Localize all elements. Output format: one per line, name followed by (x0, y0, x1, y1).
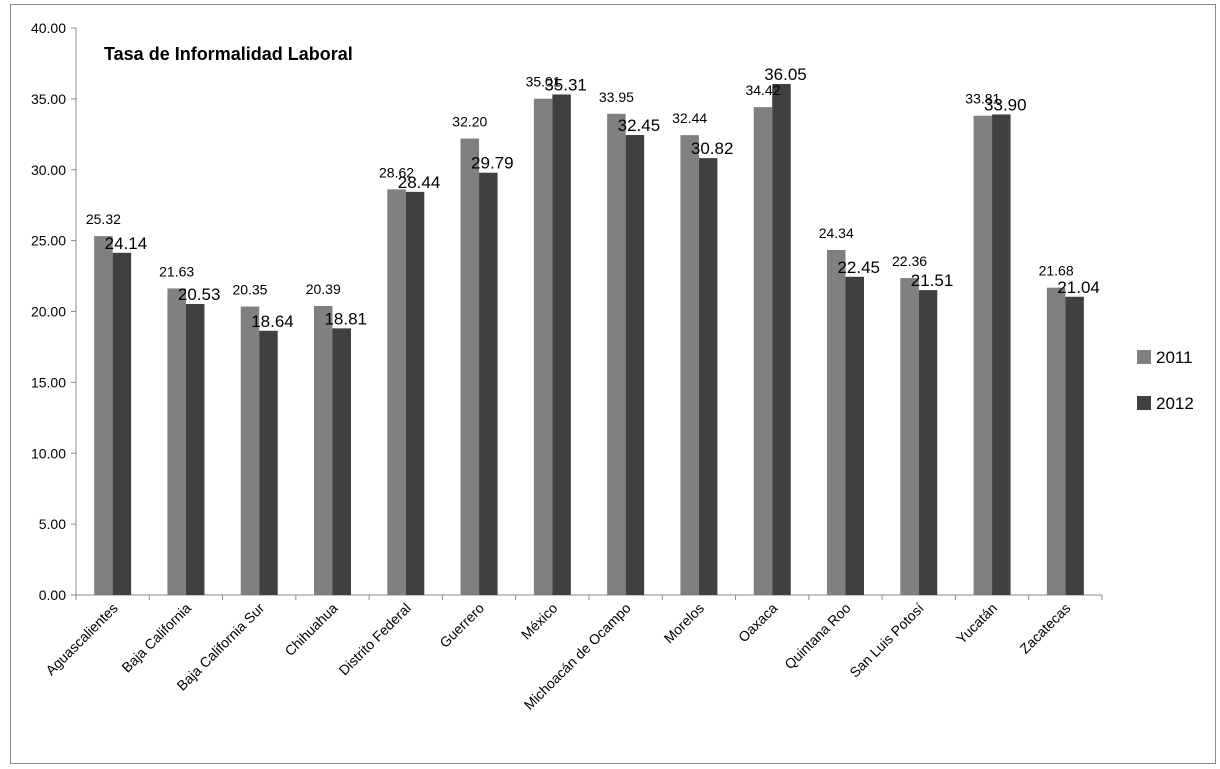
x-tick-label: Guerrero (436, 600, 487, 651)
data-label-2012: 20.53 (178, 285, 221, 304)
legend: 2011 2012 (1137, 348, 1194, 413)
legend-swatch-2012 (1137, 396, 1151, 410)
x-tick-label: Morelos (661, 600, 708, 647)
data-label-2011: 20.39 (306, 281, 341, 297)
data-label-2011: 33.95 (599, 89, 634, 105)
data-labels: 25.32 24.14 21.63 20.53 20.35 18.64 20.39 18.81… (86, 65, 1100, 331)
y-tick-label: 40.00 (31, 20, 66, 36)
x-tick-label: Baja California (118, 600, 194, 676)
x-tick-label: Chihuahua (281, 600, 340, 659)
y-tick-label: 30.00 (31, 162, 66, 178)
data-label-2012: 36.05 (764, 65, 807, 84)
x-tick-label: San Luis Potosí (846, 600, 927, 681)
bar-2012 (699, 158, 718, 595)
x-tick-label: Distrito Federal (335, 600, 413, 678)
bar-2012 (1065, 297, 1084, 595)
bar-2011 (534, 99, 553, 595)
bar-2012 (772, 84, 791, 595)
y-tick-label: 0.00 (39, 587, 66, 603)
bar-2012 (552, 94, 571, 595)
data-label-2011: 22.36 (892, 253, 927, 269)
bar-2011 (387, 189, 406, 595)
bar-2011 (241, 307, 260, 595)
data-label-2012: 33.90 (984, 95, 1027, 114)
bar-2011 (827, 250, 846, 595)
data-label-2012: 18.64 (251, 312, 294, 331)
data-label-2011: 32.20 (452, 114, 487, 130)
x-tick-label: México (518, 600, 561, 643)
data-label-2012: 28.44 (398, 173, 441, 192)
bar-2011 (680, 135, 699, 595)
x-tick-label: Aguascalientes (42, 600, 120, 678)
data-label-2011: 32.44 (672, 110, 707, 126)
data-label-2012: 24.14 (105, 234, 148, 253)
y-tick-label: 20.00 (31, 304, 66, 320)
y-tick-label: 5.00 (39, 516, 66, 532)
bar-2012 (259, 331, 278, 595)
legend-swatch-2011 (1137, 350, 1151, 364)
legend-label-2011: 2011 (1156, 348, 1193, 367)
bar-2012 (186, 304, 205, 595)
data-label-2012: 29.79 (471, 154, 514, 173)
data-label-2012: 21.04 (1057, 278, 1100, 297)
bar-2012 (333, 328, 352, 595)
bar-2011 (314, 306, 333, 595)
bar-2012 (406, 192, 425, 595)
y-tick-label: 15.00 (31, 374, 66, 390)
y-tick-label: 25.00 (31, 233, 66, 249)
bar-2011 (1047, 288, 1066, 595)
bar-2012 (846, 277, 865, 595)
x-tick-label: Quintana Roo (781, 600, 854, 673)
bar-2012 (919, 290, 938, 595)
data-label-2011: 21.63 (159, 263, 194, 279)
bar-2011 (607, 114, 626, 595)
data-label-2011: 24.34 (819, 225, 854, 241)
bar-2011 (974, 116, 993, 595)
bar-2011 (461, 139, 480, 595)
data-label-2011: 25.32 (86, 211, 121, 227)
data-label-2012: 35.31 (544, 75, 587, 94)
bar-2011 (754, 107, 773, 595)
data-label-2012: 21.51 (911, 271, 954, 290)
data-label-2012: 18.81 (324, 309, 367, 328)
bar-2011 (167, 288, 186, 595)
bar-2011 (94, 236, 113, 595)
data-label-2011: 20.35 (232, 282, 267, 298)
bar-2012 (113, 253, 131, 595)
data-label-2011: 21.68 (1039, 263, 1074, 279)
x-tick-label: Zacatecas (1016, 600, 1073, 657)
bar-2012 (626, 135, 645, 595)
bar-2011 (900, 278, 919, 595)
data-label-2012: 30.82 (691, 139, 734, 158)
bar-2012 (479, 173, 498, 595)
legend-label-2012: 2012 (1156, 394, 1194, 413)
x-tick-label: Oaxaca (735, 600, 781, 646)
data-label-2011: 34.42 (745, 82, 780, 98)
y-tick-label: 35.00 (31, 91, 66, 107)
bar-2012 (992, 114, 1011, 595)
data-label-2012: 32.45 (618, 116, 661, 135)
chart-title: Tasa de Informalidad Laboral (104, 44, 353, 64)
x-tick-label: Yucatán (953, 600, 1000, 647)
bars (94, 84, 1084, 595)
data-label-2012: 22.45 (837, 258, 880, 277)
y-tick-label: 10.00 (31, 445, 66, 461)
